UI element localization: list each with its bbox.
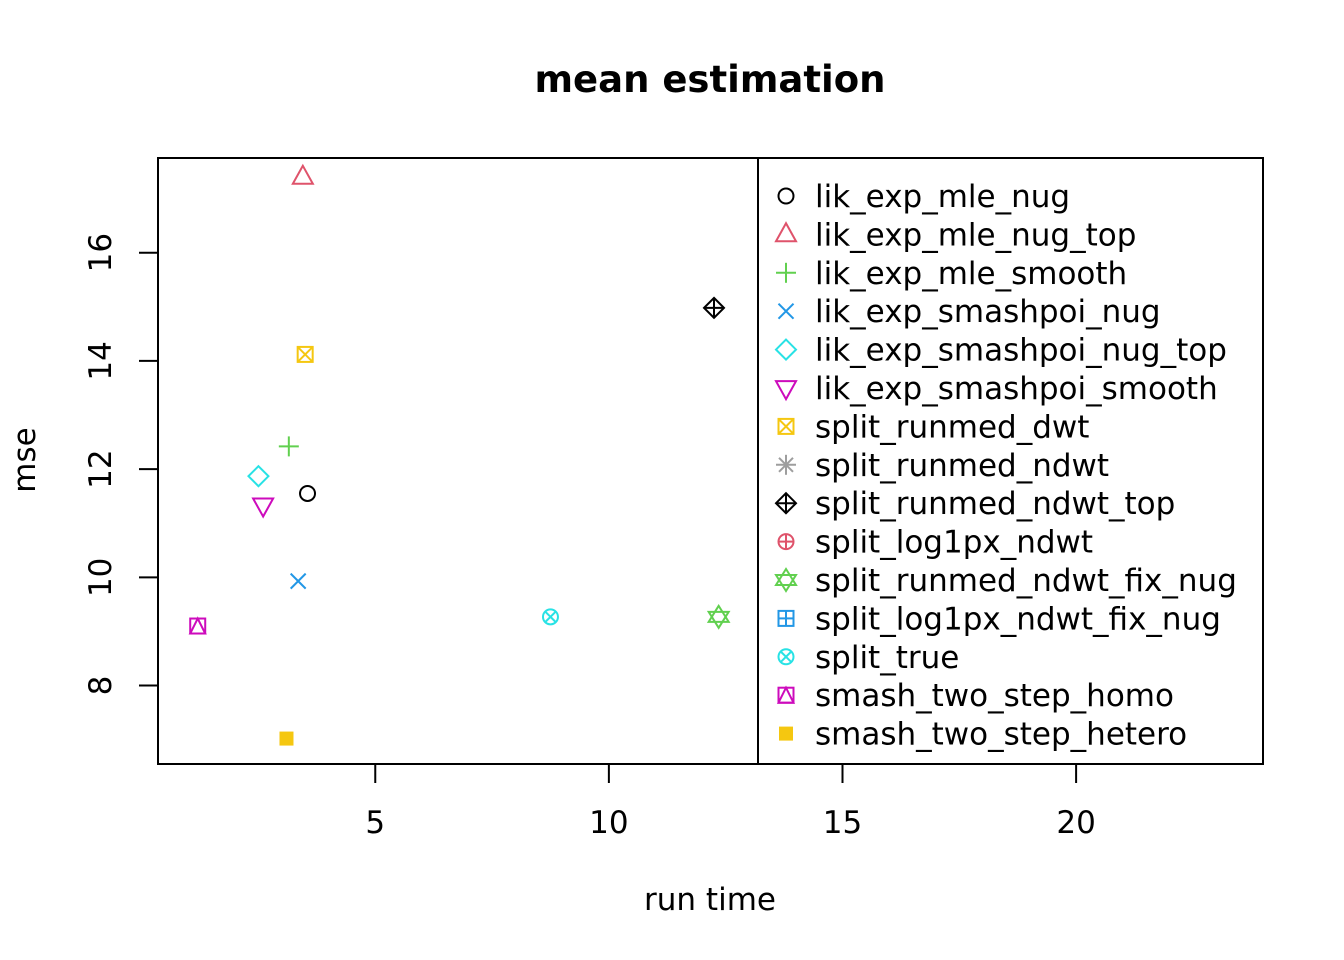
legend-label: split_true <box>815 640 959 676</box>
data-point-lik-exp-mle-nug <box>299 484 317 502</box>
legend-marker-smash-two-step-homo <box>776 685 796 704</box>
data-point-split-runmed-dwt <box>296 345 314 363</box>
legend: lik_exp_mle_nuglik_exp_mle_nug_toplik_ex… <box>757 157 1264 765</box>
y-tick-label: 10 <box>83 558 119 597</box>
legend-marker-lik-exp-smashpoi-nug <box>777 302 795 320</box>
chart-title: mean estimation <box>535 58 886 101</box>
legend-label: split_log1px_ndwt_fix_nug <box>815 601 1221 637</box>
legend-label: split_runmed_ndwt_top <box>815 486 1175 522</box>
legend-marker-split-runmed-ndwt-top <box>774 491 798 515</box>
legend-marker-lik-exp-mle-nug-top <box>774 221 798 243</box>
legend-marker-split-log1px-ndwt <box>777 533 795 551</box>
x-tick-label: 5 <box>365 805 385 841</box>
data-point-split-true <box>541 608 559 626</box>
legend-marker-split-runmed-ndwt <box>776 454 796 475</box>
y-tick-label: 14 <box>83 341 119 380</box>
legend-marker-split-true <box>777 648 795 666</box>
legend-label: lik_exp_mle_nug <box>815 179 1070 215</box>
data-points <box>188 163 731 746</box>
data-point-split-runmed-ndwt-top <box>702 296 726 320</box>
legend-label: lik_exp_smashpoi_smooth <box>815 371 1218 407</box>
legend-label: smash_two_step_hetero <box>815 717 1187 753</box>
data-point-lik-exp-smashpoi-nug <box>289 572 307 590</box>
y-tick-label: 8 <box>83 676 119 696</box>
legend-label: lik_exp_mle_nug_top <box>815 217 1136 253</box>
x-tick-label: 20 <box>1056 805 1095 841</box>
legend-label: lik_exp_mle_smooth <box>815 256 1127 292</box>
data-point-split-runmed-ndwt-fix-nug <box>706 603 731 630</box>
data-point-smash-two-step-homo <box>188 616 207 635</box>
y-tick-label: 12 <box>83 449 119 488</box>
legend-label: lik_exp_smashpoi_nug <box>815 294 1161 330</box>
legend-marker-lik-exp-mle-smooth <box>776 262 796 283</box>
y-axis-label: mse <box>7 427 43 492</box>
legend-label: split_runmed_dwt <box>815 409 1089 445</box>
legend-box <box>757 157 1264 765</box>
data-point-lik-exp-smashpoi-nug-top <box>247 464 270 488</box>
legend-label: split_runmed_ndwt_fix_nug <box>815 563 1237 599</box>
x-axis: 5 10 15 20 <box>365 764 1096 841</box>
y-tick-label: 16 <box>83 233 119 272</box>
data-point-lik-exp-mle-nug-top <box>291 163 315 185</box>
legend-label: split_log1px_ndwt <box>815 525 1093 561</box>
legend-marker-lik-exp-mle-nug <box>777 187 795 205</box>
legend-label: lik_exp_smashpoi_nug_top <box>815 333 1227 369</box>
legend-label: split_runmed_ndwt <box>815 448 1109 484</box>
x-axis-label: run time <box>644 882 776 918</box>
legend-marker-split-log1px-ndwt-fix-nug <box>777 609 795 627</box>
legend-marker-split-runmed-dwt <box>777 417 795 435</box>
x-tick-label: 10 <box>589 805 628 841</box>
data-point-lik-exp-mle-smooth <box>278 436 299 457</box>
legend-marker-smash-two-step-hetero <box>779 726 793 741</box>
y-axis: 8 10 12 14 16 <box>83 233 158 695</box>
data-point-lik-exp-smashpoi-smooth <box>251 497 275 519</box>
x-tick-label: 15 <box>823 805 862 841</box>
legend-label: smash_two_step_homo <box>815 678 1174 714</box>
data-point-smash-two-step-hetero <box>279 731 294 746</box>
legend-marker-lik-exp-smashpoi-smooth <box>774 380 798 402</box>
legend-marker-lik-exp-smashpoi-nug-top <box>774 338 798 362</box>
legend-marker-split-runmed-ndwt-fix-nug <box>774 567 798 593</box>
